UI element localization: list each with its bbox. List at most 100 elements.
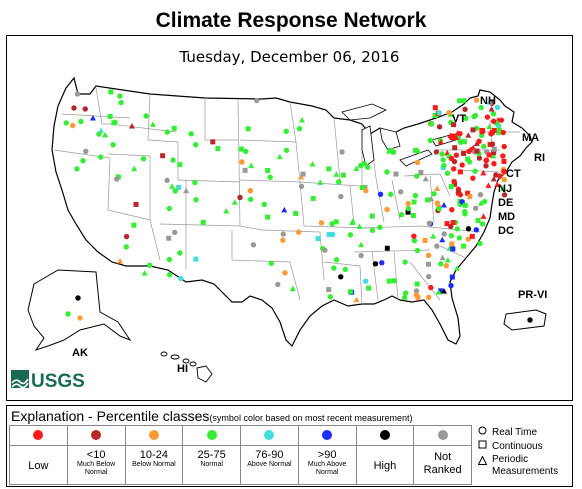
site-marker[interactable]: [280, 237, 286, 243]
site-marker[interactable]: [200, 219, 206, 225]
site-marker[interactable]: [470, 175, 476, 181]
site-marker[interactable]: [483, 163, 489, 169]
site-marker[interactable]: [170, 157, 176, 163]
site-marker[interactable]: [117, 257, 124, 264]
site-marker[interactable]: [422, 237, 428, 243]
site-marker[interactable]: [377, 224, 383, 231]
site-marker[interactable]: [463, 115, 469, 122]
site-marker[interactable]: [474, 148, 480, 154]
site-marker[interactable]: [387, 147, 393, 153]
site-marker[interactable]: [412, 192, 419, 199]
site-marker[interactable]: [317, 179, 324, 185]
site-marker[interactable]: [425, 197, 431, 203]
site-marker[interactable]: [178, 275, 184, 282]
site-marker[interactable]: [315, 236, 321, 242]
site-marker[interactable]: [439, 254, 446, 261]
site-marker[interactable]: [430, 233, 437, 239]
site-marker[interactable]: [177, 162, 183, 168]
site-marker[interactable]: [483, 157, 490, 163]
site-marker[interactable]: [112, 119, 118, 125]
site-marker[interactable]: [390, 149, 396, 155]
site-marker[interactable]: [401, 294, 408, 301]
site-marker[interactable]: [169, 183, 176, 189]
site-marker[interactable]: [310, 195, 316, 201]
site-marker[interactable]: [402, 259, 408, 265]
site-marker[interactable]: [414, 173, 420, 179]
site-marker[interactable]: [501, 143, 507, 150]
site-marker[interactable]: [450, 246, 456, 252]
site-marker[interactable]: [210, 139, 216, 145]
site-marker[interactable]: [131, 222, 137, 228]
site-marker[interactable]: [434, 243, 440, 249]
site-marker[interactable]: [448, 232, 455, 239]
site-marker[interactable]: [452, 145, 458, 151]
site-marker[interactable]: [494, 104, 501, 111]
site-marker[interactable]: [133, 201, 139, 207]
site-marker[interactable]: [80, 158, 86, 164]
site-marker[interactable]: [166, 256, 173, 263]
site-marker[interactable]: [193, 256, 199, 262]
site-marker[interactable]: [247, 187, 254, 194]
site-marker[interactable]: [472, 168, 478, 174]
site-marker[interactable]: [275, 281, 281, 288]
site-marker[interactable]: [488, 106, 495, 112]
site-marker[interactable]: [414, 247, 421, 254]
site-marker[interactable]: [441, 288, 448, 294]
site-marker[interactable]: [164, 177, 170, 184]
site-marker[interactable]: [322, 247, 328, 253]
site-marker[interactable]: [461, 139, 467, 145]
site-marker[interactable]: [449, 135, 455, 141]
site-marker[interactable]: [265, 214, 271, 220]
site-marker[interactable]: [486, 123, 493, 130]
site-marker[interactable]: [123, 244, 129, 250]
site-marker[interactable]: [465, 132, 472, 138]
site-marker[interactable]: [425, 273, 432, 280]
site-marker[interactable]: [489, 141, 496, 147]
site-marker[interactable]: [479, 127, 485, 133]
site-marker[interactable]: [300, 171, 306, 177]
site-marker[interactable]: [147, 262, 153, 268]
site-marker[interactable]: [478, 104, 484, 111]
site-marker[interactable]: [248, 196, 254, 202]
site-marker[interactable]: [448, 183, 454, 189]
site-marker[interactable]: [428, 284, 434, 291]
site-marker[interactable]: [426, 261, 432, 267]
site-marker[interactable]: [473, 97, 480, 103]
site-marker[interactable]: [414, 281, 420, 287]
site-marker[interactable]: [462, 106, 468, 113]
site-marker[interactable]: [425, 252, 432, 258]
site-marker[interactable]: [477, 240, 483, 247]
site-marker[interactable]: [342, 266, 349, 273]
site-marker[interactable]: [128, 122, 135, 129]
site-marker[interactable]: [491, 150, 497, 156]
site-marker[interactable]: [239, 159, 245, 165]
site-marker[interactable]: [362, 278, 369, 284]
site-marker[interactable]: [444, 170, 451, 176]
site-marker[interactable]: [265, 168, 271, 174]
site-marker[interactable]: [267, 174, 273, 180]
site-marker[interactable]: [412, 147, 418, 153]
site-marker[interactable]: [74, 166, 80, 172]
site-marker[interactable]: [436, 206, 442, 212]
site-marker[interactable]: [384, 206, 390, 213]
site-marker[interactable]: [453, 134, 460, 141]
site-marker[interactable]: [338, 274, 344, 280]
site-marker[interactable]: [491, 146, 497, 152]
site-marker[interactable]: [490, 175, 497, 182]
site-marker[interactable]: [63, 120, 69, 126]
site-marker[interactable]: [114, 176, 120, 182]
site-marker[interactable]: [473, 140, 480, 146]
site-marker[interactable]: [500, 185, 507, 191]
site-marker[interactable]: [449, 206, 455, 213]
site-marker[interactable]: [289, 285, 296, 292]
site-marker[interactable]: [283, 128, 289, 135]
site-marker[interactable]: [455, 135, 461, 141]
site-marker[interactable]: [172, 188, 178, 194]
site-marker[interactable]: [501, 168, 507, 175]
site-marker[interactable]: [164, 129, 170, 135]
site-marker[interactable]: [333, 171, 340, 177]
site-marker[interactable]: [82, 106, 88, 112]
site-marker[interactable]: [449, 274, 455, 280]
site-marker[interactable]: [326, 287, 332, 293]
site-marker[interactable]: [356, 223, 363, 230]
